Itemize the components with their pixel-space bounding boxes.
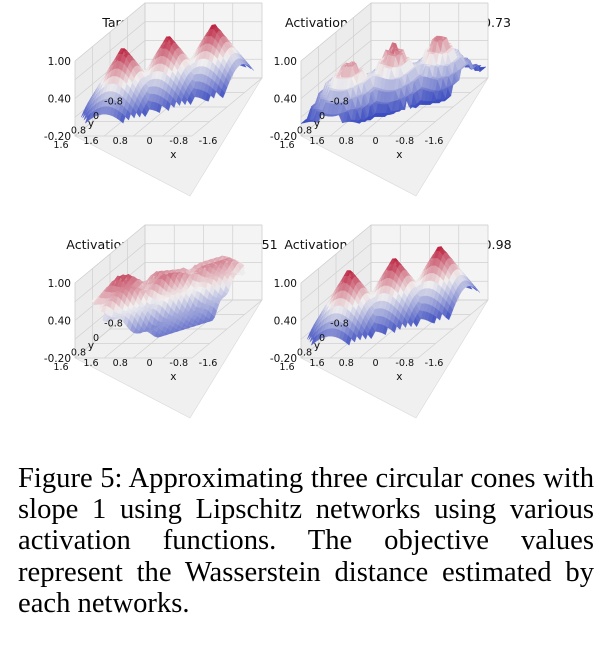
y-tick-label: 0 (93, 111, 99, 122)
y-axis-label: y (314, 340, 320, 352)
y-tick-label: -0.8 (104, 97, 123, 108)
z-tick-label: 1.00 (48, 56, 71, 68)
panel-relu: Activation: ReLU - Objective: 0.511.000.… (44, 224, 278, 419)
x-tick-label: -0.8 (169, 358, 188, 369)
x-axis-label: x (170, 149, 176, 161)
x-tick-label: 0 (372, 358, 378, 369)
figure-caption: Figure 5: Approximating three circular c… (18, 463, 594, 619)
z-tick-label: 0.40 (274, 316, 297, 328)
x-tick-label: 1.6 (83, 358, 98, 369)
y-tick-label: -0.8 (330, 97, 349, 108)
y-axis-label: y (88, 340, 94, 352)
y-tick-label: -0.8 (330, 319, 349, 330)
panel-fullsort: Activation: FullSort - Objective: 0.981.… (270, 224, 512, 419)
x-tick-label: -1.6 (199, 136, 218, 147)
y-tick-label: 0 (319, 333, 325, 344)
x-tick-label: -0.8 (395, 136, 414, 147)
y-tick-label: 0.8 (71, 126, 86, 137)
x-tick-label: 0 (372, 136, 378, 147)
z-tick-label: -0.20 (270, 353, 297, 365)
z-tick-label: -0.20 (44, 353, 71, 365)
x-axis-label: x (396, 371, 402, 383)
figure-panels: Target - Objective: 1.01.000.40-0.20-0.8… (44, 2, 512, 419)
x-tick-label: -1.6 (425, 358, 444, 369)
x-tick-label: 0.8 (339, 136, 354, 147)
x-tick-label: 0.8 (113, 358, 128, 369)
y-tick-label: 1.6 (279, 362, 294, 373)
x-tick-label: 0 (146, 358, 152, 369)
z-tick-label: 0.40 (48, 94, 71, 106)
panel-maxout: Activation: Maxout - Objective: 0.731.00… (270, 2, 511, 197)
x-tick-label: 0.8 (339, 358, 354, 369)
y-tick-label: 1.6 (279, 140, 294, 151)
z-tick-label: 1.00 (274, 56, 297, 68)
y-tick-label: 0.8 (297, 126, 312, 137)
x-axis-label: x (170, 371, 176, 383)
x-tick-label: 1.6 (309, 358, 324, 369)
x-tick-label: -1.6 (425, 136, 444, 147)
x-tick-label: -1.6 (199, 358, 218, 369)
y-axis-label: y (88, 118, 94, 130)
surface-target (81, 24, 254, 124)
x-tick-label: 1.6 (309, 136, 324, 147)
y-tick-label: 0 (93, 333, 99, 344)
z-tick-label: 1.00 (48, 278, 71, 290)
y-tick-label: 1.6 (53, 362, 68, 373)
surface-relu (91, 255, 246, 338)
x-tick-label: 0 (146, 136, 152, 147)
surface-maxout (300, 35, 487, 124)
y-tick-label: 0 (319, 111, 325, 122)
x-tick-label: 0.8 (113, 136, 128, 147)
x-tick-label: -0.8 (169, 136, 188, 147)
y-tick-label: 0.8 (71, 348, 86, 359)
z-tick-label: -0.20 (44, 131, 71, 143)
z-tick-label: -0.20 (270, 131, 297, 143)
x-tick-label: -0.8 (395, 358, 414, 369)
y-tick-label: -0.8 (104, 319, 123, 330)
x-tick-label: 1.6 (83, 136, 98, 147)
z-tick-label: 0.40 (48, 316, 71, 328)
z-tick-label: 0.40 (274, 94, 297, 106)
panel-target: Target - Objective: 1.01.000.40-0.20-0.8… (44, 2, 263, 197)
x-axis-label: x (396, 149, 402, 161)
y-tick-label: 1.6 (53, 140, 68, 151)
z-tick-label: 1.00 (274, 278, 297, 290)
y-axis-label: y (314, 118, 320, 130)
surface-fullsort (307, 246, 480, 346)
y-tick-label: 0.8 (297, 348, 312, 359)
